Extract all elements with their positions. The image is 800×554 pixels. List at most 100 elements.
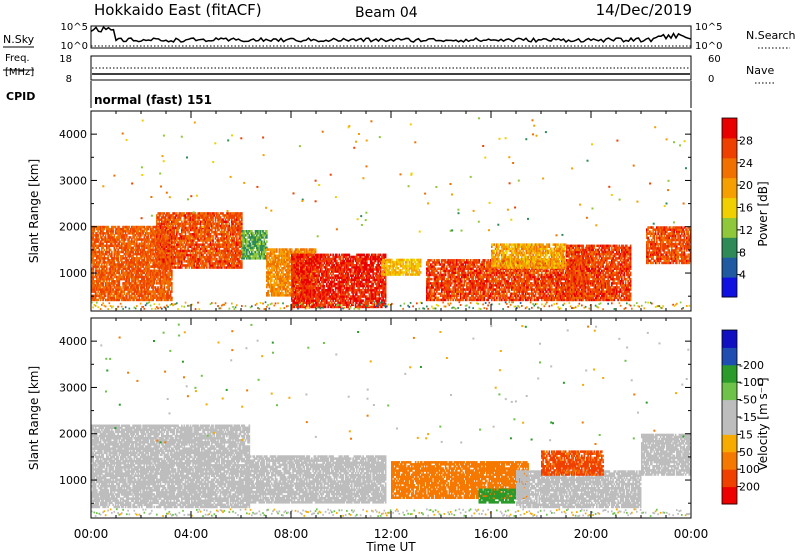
range-gate-cell <box>119 230 122 233</box>
range-gate-cell <box>262 230 264 233</box>
range-gate-cell <box>203 222 206 226</box>
range-gate-cell <box>101 246 103 250</box>
range-gate-cell <box>119 288 122 291</box>
range-gate-cell <box>289 250 292 253</box>
range-gate-cell <box>211 239 213 242</box>
range-gate-cell <box>201 228 203 232</box>
range-gate-cell <box>211 243 213 246</box>
range-gate-cell <box>212 251 214 255</box>
range-gate-cell <box>296 268 298 271</box>
range-gate-cell <box>191 239 193 242</box>
range-gate-cell <box>209 216 212 219</box>
range-gate-cell <box>107 250 109 254</box>
range-gate-cell <box>176 266 178 269</box>
range-gate-cell <box>99 225 102 229</box>
range-gate-cell <box>99 252 102 256</box>
range-gate-cell <box>117 265 119 268</box>
range-gate-cell <box>299 270 302 273</box>
range-gate-cell <box>96 261 98 264</box>
range-gate-cell <box>291 250 293 253</box>
range-gate-cell <box>293 280 296 284</box>
range-gate-cell <box>147 257 149 260</box>
range-gate-cell <box>266 252 268 255</box>
range-gate-cell <box>131 275 133 279</box>
range-gate-cell <box>274 248 277 251</box>
range-gate-cell <box>224 253 227 257</box>
range-gate-cell <box>294 301 297 304</box>
range-gate-cell <box>127 244 129 248</box>
range-gate-cell <box>157 222 159 226</box>
range-gate-cell <box>232 230 234 234</box>
range-gate-cell <box>213 214 216 217</box>
range-gate-cell <box>234 253 237 257</box>
range-gate-cell <box>187 226 189 230</box>
range-gate-cell <box>214 216 217 219</box>
range-gate-cell <box>139 292 142 295</box>
range-gate-cell <box>94 244 97 248</box>
range-gate-cell <box>268 285 271 289</box>
range-gate-cell <box>99 275 102 279</box>
range-gate-cell <box>113 257 116 260</box>
range-gate-cell <box>176 239 178 242</box>
range-gate-cell <box>154 246 157 250</box>
range-gate-cell <box>158 226 161 230</box>
range-gate-cell <box>287 271 289 274</box>
range-gate-cell <box>134 280 137 283</box>
range-gate-cell <box>257 246 259 250</box>
range-gate-cell <box>304 297 307 300</box>
range-gate-cell <box>168 296 171 300</box>
range-gate-cell <box>193 222 196 226</box>
range-gate-cell <box>299 255 302 259</box>
range-gate-cell <box>98 269 101 273</box>
range-gate-cell <box>214 253 217 257</box>
range-gate-cell <box>262 252 264 256</box>
range-gate-cell <box>159 228 162 232</box>
range-gate-cell <box>98 280 101 283</box>
range-gate-cell <box>132 257 134 260</box>
range-gate-cell <box>174 239 177 242</box>
range-gate-cell <box>267 260 269 264</box>
range-gate-cell <box>131 296 133 300</box>
range-gate-cell <box>124 236 127 239</box>
range-gate-cell <box>117 227 119 231</box>
range-gate-cell <box>204 255 207 259</box>
range-gate-cell <box>137 271 139 275</box>
range-gate-cell <box>166 239 168 242</box>
range-gate-cell <box>302 261 304 265</box>
range-gate-cell <box>236 237 238 240</box>
range-gate-cell <box>173 249 176 253</box>
range-gate-cell <box>102 225 104 229</box>
range-gate-cell <box>181 243 183 246</box>
range-gate-cell <box>113 292 116 295</box>
range-gate-cell <box>294 276 297 279</box>
range-gate-cell <box>108 286 111 289</box>
range-gate-cell <box>166 298 168 302</box>
range-gate-cell <box>201 258 203 261</box>
range-gate-cell <box>134 273 137 277</box>
range-gate-cell <box>274 294 277 297</box>
range-gate-cell <box>268 294 271 297</box>
range-gate-cell <box>244 252 247 256</box>
range-gate-cell <box>276 275 278 278</box>
range-gate-cell <box>163 260 166 263</box>
range-gate-cell <box>223 243 226 246</box>
range-gate-cell <box>142 275 144 279</box>
range-gate-cell <box>282 279 284 282</box>
range-gate-cell <box>112 261 114 264</box>
range-gate-cell <box>112 282 114 285</box>
range-gate-cell <box>213 247 216 251</box>
range-gate-cell <box>93 261 96 264</box>
range-gate-cell <box>283 262 286 266</box>
range-gate-cell <box>284 277 287 280</box>
range-gate-cell <box>147 259 149 262</box>
range-gate-cell <box>113 275 116 279</box>
range-gate-cell <box>242 252 244 256</box>
range-gate-cell <box>162 282 164 285</box>
range-gate-cell <box>304 286 307 290</box>
range-gate-cell <box>199 249 202 253</box>
range-gate-cell <box>157 273 159 277</box>
range-gate-cell <box>131 294 133 298</box>
range-gate-cell <box>162 280 164 283</box>
range-gate-cell <box>274 260 277 264</box>
range-gate-cell <box>164 220 167 223</box>
